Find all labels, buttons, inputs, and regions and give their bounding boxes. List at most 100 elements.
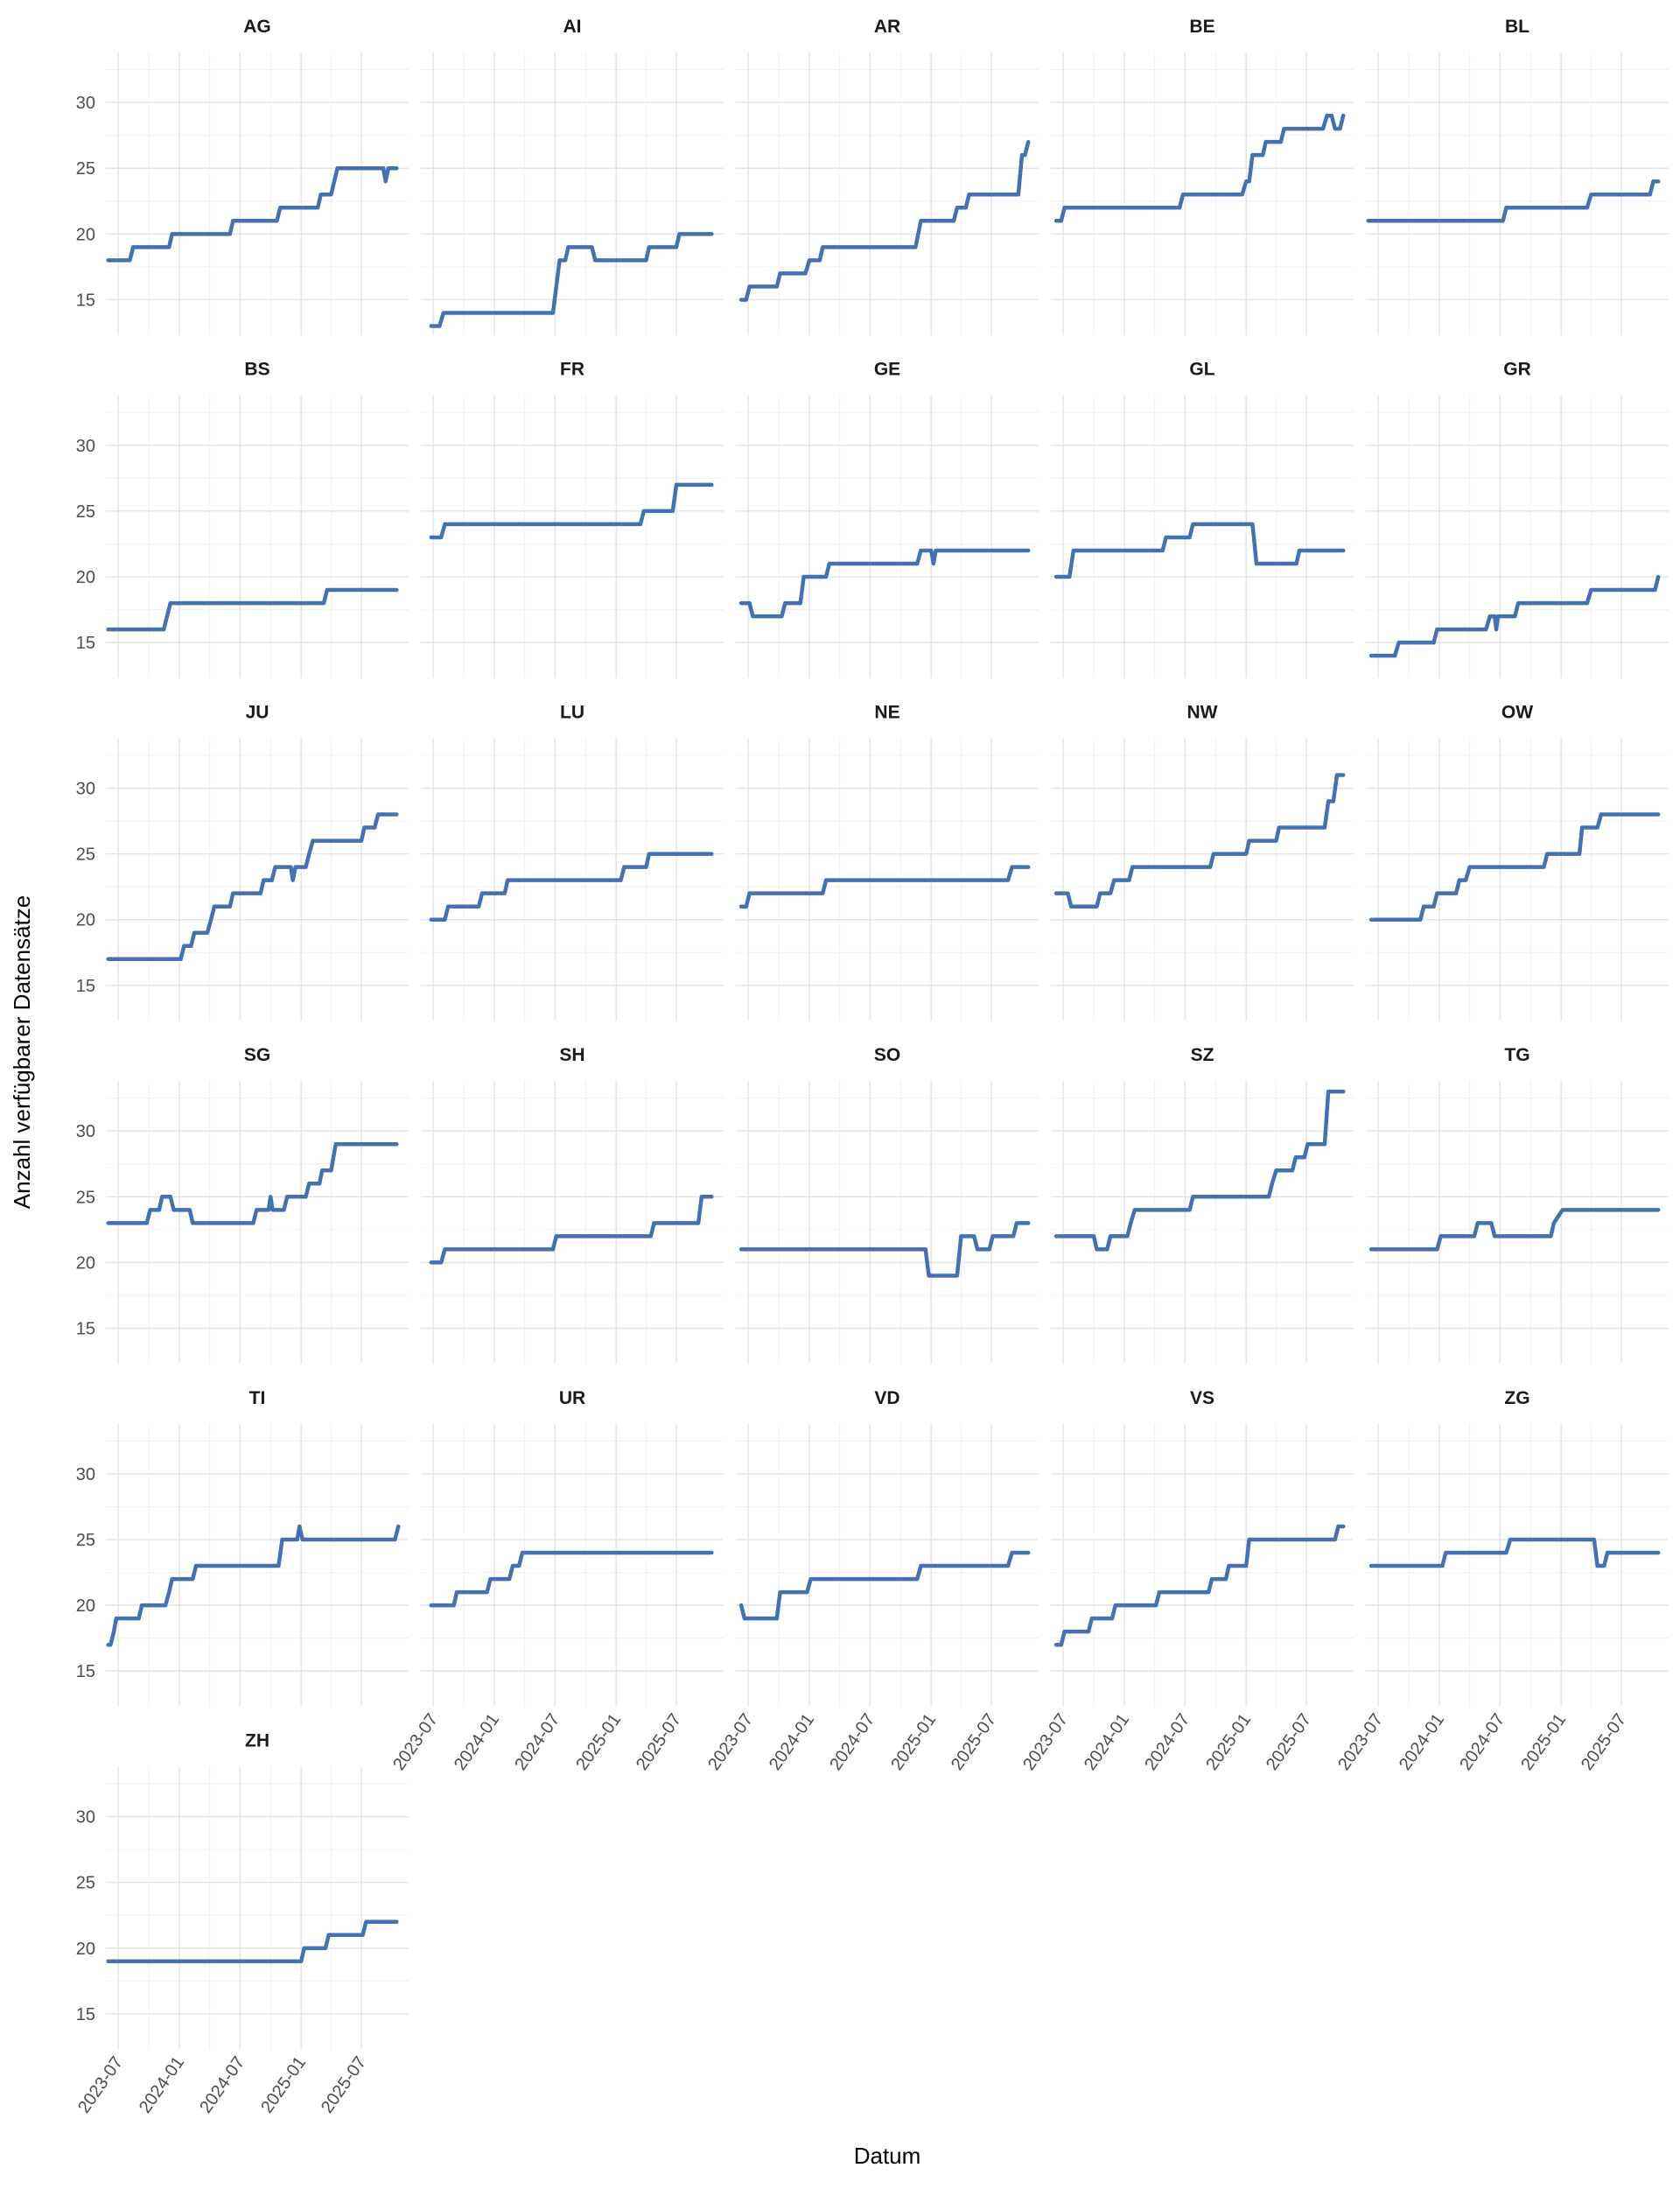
facet-panel-ju: JU 15 20 25 30 [76,702,409,1021]
y-tick-label: 20 [76,1940,95,1959]
facet-panel-sg: SG 15 20 25 30 [76,1045,409,1365]
series-line-vd [738,1550,1031,1621]
facet-strip-label: AG [243,17,271,37]
series-line-sg [106,1141,399,1225]
facet-strip-label: ZH [245,1731,270,1751]
series-line-ne [738,865,1031,909]
series-line-ai [429,232,714,328]
series-line-tg [1368,1208,1661,1252]
facet-strip-label: GL [1189,360,1214,380]
series-line-bs [106,587,399,632]
facet-panel-ar: AR [736,17,1039,335]
facet-strip-label: SH [559,1045,584,1065]
facet-strip-label: JU [246,702,270,722]
y-tick-label: 15 [76,1662,95,1681]
y-tick-label: 15 [76,291,95,310]
y-tick-label: 30 [76,1122,95,1141]
facet-strip-label: NE [874,702,900,722]
facet-strip-label: SG [244,1045,270,1065]
y-tick-label: 15 [76,634,95,653]
x-tick-label: 2025-01 [887,1710,940,1774]
facet-strip-label: GE [874,360,900,380]
facet-strip-label: UR [559,1388,585,1408]
series-line-vs [1054,1524,1346,1647]
y-tick-label: 15 [76,2005,95,2024]
series-line-gl [1054,522,1346,579]
facet-panel-lu: LU [421,702,724,1021]
x-tick-label: 2023-07 [704,1710,757,1774]
x-tick-label: 2024-07 [1456,1710,1508,1774]
x-tick-label: 2024-01 [1396,1710,1448,1774]
facet-panel-tg: TG [1366,1045,1669,1365]
x-tick-label: 2025-07 [948,1710,1000,1774]
y-tick-label: 25 [76,159,95,179]
facet-panel-ge: GE [736,360,1039,678]
x-tick-label: 2025-07 [1263,1710,1315,1774]
series-line-ur [429,1550,714,1608]
facet-panel-ow: OW [1366,702,1669,1021]
y-tick-label: 15 [76,1320,95,1339]
facet-strip-label: AR [874,17,900,37]
facet-panel-bs: BS 15 20 25 30 [76,360,409,678]
x-tick-label: 2023-07 [389,1710,442,1774]
series-line-bl [1366,179,1661,223]
x-tick-label: 2025-01 [1517,1710,1570,1774]
facet-panel-ur: UR 2023-07 2024-01 2024-07 2025-01 2025-07 [389,1388,724,1774]
series-line-ju [106,812,399,962]
facet-strip-label: TG [1504,1045,1530,1065]
x-tick-label: 2025-01 [257,2053,310,2117]
y-tick-label: 30 [76,1808,95,1828]
facet-strip-label: BL [1505,17,1530,37]
series-line-ag [106,165,399,263]
x-tick-label: 2025-01 [1202,1710,1255,1774]
facet-strip-label: OW [1502,702,1533,722]
y-tick-label: 25 [76,1531,95,1550]
y-tick-label: 20 [76,568,95,587]
series-line-ti [106,1524,401,1647]
y-tick-label: 25 [76,1188,95,1207]
x-tick-label: 2025-01 [572,1710,625,1774]
facet-strip-label: SZ [1191,1045,1214,1065]
facet-panel-be: BE [1051,17,1354,335]
facet-panel-zh: ZH 15 20 25 30 2023-07 2024-01 2024-07 2025-01 20… [74,1731,409,2117]
facet-panel-ag: AG 15 20 25 30 [76,17,409,335]
x-tick-label: 2025-07 [1578,1710,1630,1774]
x-tick-label: 2025-07 [633,1710,685,1774]
facet-strip-label: LU [560,702,584,722]
y-tick-label: 25 [76,502,95,522]
x-tick-label: 2023-07 [1019,1710,1072,1774]
x-tick-label: 2025-07 [318,2053,370,2117]
series-line-fr [429,482,714,540]
y-tick-label: 30 [76,437,95,456]
series-line-so [738,1221,1031,1278]
facet-strip-label: BE [1189,17,1214,37]
series-line-zg [1368,1537,1661,1568]
facet-strip-label: TI [249,1388,266,1408]
y-tick-label: 30 [76,779,95,798]
series-line-sh [429,1195,714,1265]
x-tick-label: 2023-07 [1334,1710,1387,1774]
facet-strip-label: NW [1187,702,1218,722]
x-tick-label: 2024-07 [511,1710,564,1774]
y-tick-label: 25 [76,845,95,865]
y-tick-label: 30 [76,94,95,113]
series-line-ge [738,548,1031,619]
x-tick-label: 2023-07 [74,2053,127,2117]
x-tick-label: 2024-07 [196,2053,248,2117]
x-tick-label: 2024-07 [1141,1710,1194,1774]
y-tick-label: 15 [76,977,95,996]
series-line-sz [1054,1089,1346,1252]
x-axis-title: Datum [854,2143,921,2169]
facet-panel-sz: SZ [1051,1045,1354,1365]
y-tick-label: 20 [76,1253,95,1273]
y-tick-label: 20 [76,1596,95,1616]
facet-strip-label: FR [560,360,584,380]
facet-panel-vd: VD 2023-07 2024-01 2024-07 2025-01 2025-07 [704,1388,1039,1774]
series-line-be [1054,113,1346,223]
facet-panel-ai: AI [421,17,724,335]
series-line-nw [1054,773,1346,909]
y-tick-label: 30 [76,1465,95,1484]
facet-panels: AG 15 20 25 30 AI AR BE BL BS 15 20 25 30 FR GE GL GR JU 15… [74,17,1669,2116]
x-tick-label: 2024-01 [451,1710,503,1774]
